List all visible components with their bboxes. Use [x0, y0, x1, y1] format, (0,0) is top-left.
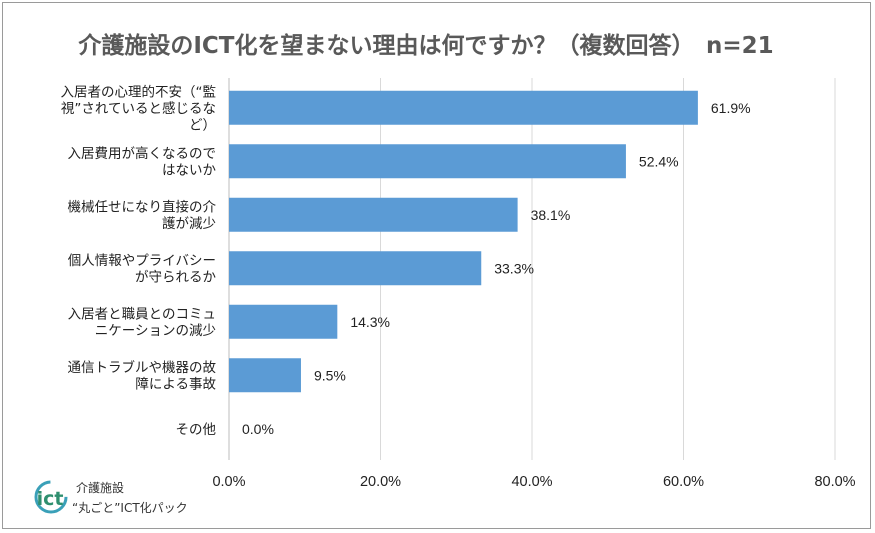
x-tick-label: 80.0% — [814, 474, 855, 490]
x-tick-label: 40.0% — [511, 474, 552, 490]
data-label: 9.5% — [314, 367, 346, 383]
x-axis-tick-labels: 0.0% 20.0% 40.0% 60.0% 80.0% — [212, 474, 855, 490]
chart-title: 介護施設のICT化を望まない理由は何ですか？（複数回答） n=21 — [77, 32, 773, 59]
data-labels: 61.9% 52.4% 38.1% 33.3% 14.3% 9.5% 0.0% — [242, 100, 751, 437]
data-label: 52.4% — [639, 153, 679, 169]
data-label: 61.9% — [711, 100, 751, 116]
x-tick-label: 20.0% — [360, 474, 401, 490]
brand-logo: ict 介護施設 “丸ごと”ICT化パック — [34, 480, 188, 515]
category-labels: 入居者の心理的不安（“監視”されていると感じるなど） 入居費用が高くなるのではない… — [61, 83, 217, 438]
bar — [229, 90, 698, 125]
logo-ring-icon — [34, 480, 68, 514]
bar — [229, 358, 301, 393]
bar — [229, 304, 338, 339]
x-tick-label: 0.0% — [212, 474, 245, 490]
bar — [229, 251, 482, 286]
logo-line1: 介護施設 — [76, 480, 124, 495]
category-label: 入居費用が高くなるのではないか — [68, 145, 217, 179]
data-label: 0.0% — [242, 421, 274, 437]
bar — [229, 197, 518, 232]
category-label: 入居者の心理的不安（“監視”されていると感じるなど） — [61, 83, 217, 133]
data-label: 38.1% — [531, 207, 571, 223]
data-label: 33.3% — [494, 260, 534, 276]
category-label: 機械任せになり直接の介護が減少 — [68, 199, 217, 233]
data-label: 14.3% — [350, 314, 390, 330]
bars — [229, 90, 698, 393]
logo-line2: “丸ごと”ICT化パック — [72, 500, 188, 515]
x-tick-label: 60.0% — [663, 474, 704, 490]
category-label: その他 — [176, 422, 217, 438]
category-label: 個人情報やプライバシーが守られるか — [68, 253, 217, 286]
category-label: 通信トラブルや機器の故障による事故 — [68, 359, 217, 393]
bar — [229, 144, 626, 179]
category-label: 入居者と職員とのコミュニケーションの減少 — [68, 307, 216, 340]
logo-mark: ict — [37, 488, 64, 510]
